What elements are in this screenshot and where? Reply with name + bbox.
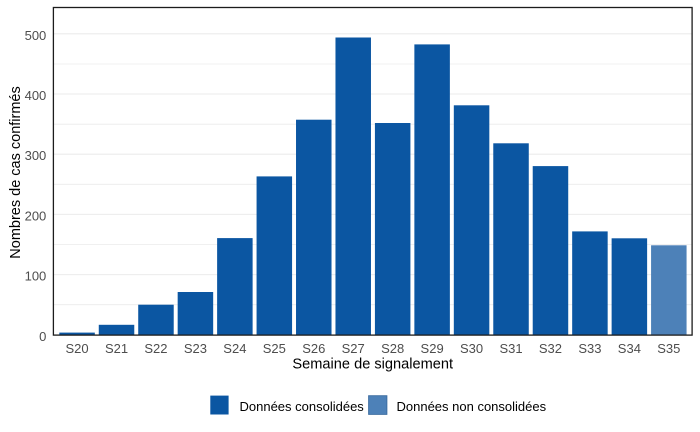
svg-text:S31: S31 <box>499 341 522 356</box>
svg-text:S24: S24 <box>223 341 246 356</box>
svg-text:S30: S30 <box>460 341 483 356</box>
svg-text:Données non consolidées: Données non consolidées <box>397 399 547 414</box>
svg-text:300: 300 <box>25 148 47 163</box>
svg-text:S20: S20 <box>65 341 88 356</box>
svg-text:100: 100 <box>25 269 47 284</box>
svg-text:500: 500 <box>25 28 47 43</box>
svg-text:S26: S26 <box>302 341 325 356</box>
svg-text:Données consolidées: Données consolidées <box>240 399 365 414</box>
svg-text:S21: S21 <box>105 341 128 356</box>
svg-text:S32: S32 <box>539 341 562 356</box>
svg-text:200: 200 <box>25 208 47 223</box>
svg-text:400: 400 <box>25 88 47 103</box>
svg-text:S25: S25 <box>263 341 286 356</box>
svg-text:Semaine de signalement: Semaine de signalement <box>292 357 453 373</box>
svg-text:S23: S23 <box>184 341 207 356</box>
svg-text:S29: S29 <box>421 341 444 356</box>
svg-text:S33: S33 <box>578 341 601 356</box>
svg-text:0: 0 <box>39 329 46 344</box>
svg-text:S27: S27 <box>342 341 365 356</box>
svg-text:Nombres de cas confirmés: Nombres de cas confirmés <box>8 86 24 258</box>
svg-text:S28: S28 <box>381 341 404 356</box>
svg-text:S35: S35 <box>657 341 680 356</box>
svg-text:S34: S34 <box>618 341 641 356</box>
svg-text:S22: S22 <box>144 341 167 356</box>
